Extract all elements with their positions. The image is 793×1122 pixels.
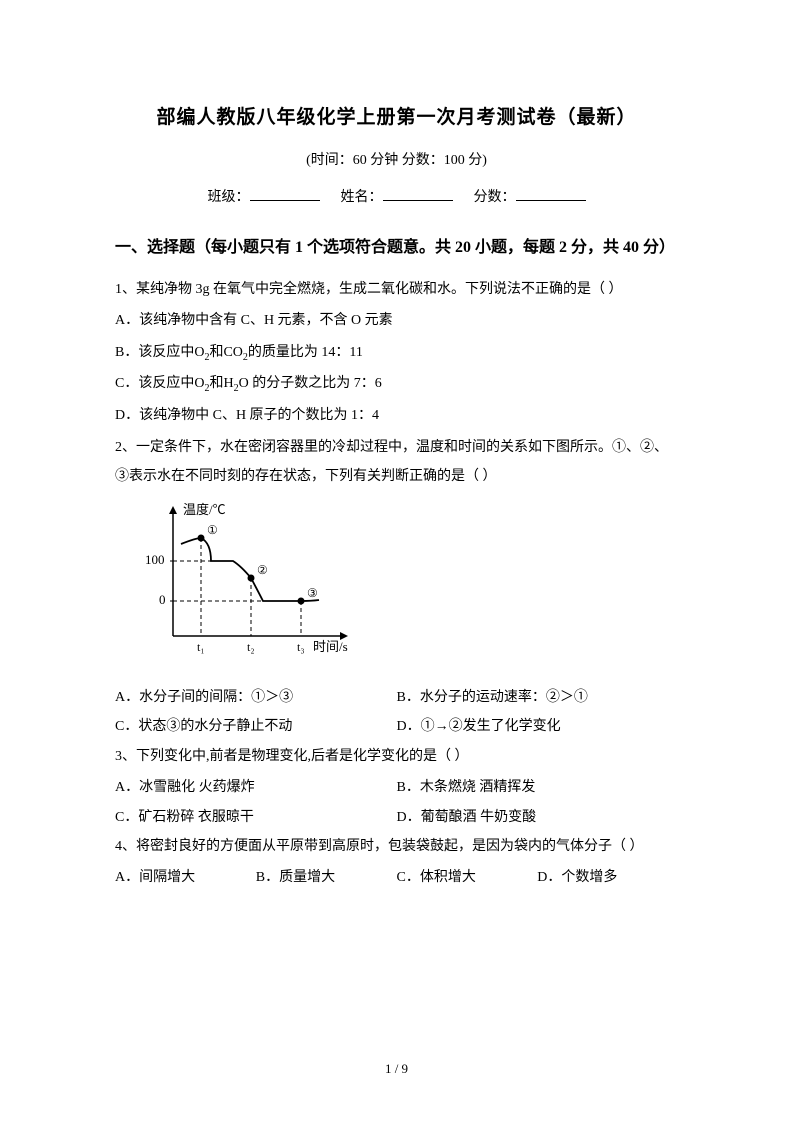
temperature-chart: 温度/℃ 100 0 ① ② ③ t₁ t₂ t₃ 时间/s [135, 501, 355, 666]
svg-text:①: ① [207, 523, 218, 537]
q3-options-row2: C．矿石粉碎 衣服晾干 D．葡萄酿酒 牛奶变酸 [115, 803, 678, 832]
exam-meta: (时间：60 分钟 分数：100 分) [115, 148, 678, 175]
q1c-and: 和 [209, 376, 223, 391]
q1b-co: CO [223, 345, 242, 360]
q1-option-d: D．该纯净物中 C、H 原子的个数比为 1：4 [115, 401, 678, 430]
q3-stem: 3、下列变化中,前者是物理变化,后者是化学变化的是（ ） [115, 742, 678, 771]
name-label: 姓名： [341, 190, 383, 205]
page-number: 1 / 9 [0, 1057, 793, 1082]
page-title: 部编人教版八年级化学上册第一次月考测试卷（最新） [115, 100, 678, 136]
q2-stem: 2、一定条件下，水在密闭容器里的冷却过程中，温度和时间的关系如下图所示。①、②、… [115, 433, 678, 492]
q1c-o2: O 的分子数之比为 7：6 [239, 376, 382, 391]
svg-text:温度/℃: 温度/℃ [183, 502, 226, 517]
q1c-o: O [194, 376, 204, 391]
svg-text:②: ② [257, 563, 268, 577]
q1b-prefix: B．该反应中 [115, 345, 194, 360]
svg-text:t₂: t₂ [247, 640, 255, 654]
section-title: 一、选择题（每小题只有 1 个选项符合题意。共 20 小题，每题 2 分，共 4… [115, 227, 678, 269]
q1b-suffix: 的质量比为 14：11 [248, 345, 363, 360]
q1b-o: O [194, 345, 204, 360]
q2-option-a: A．水分子间的间隔：①＞③ [115, 683, 397, 712]
score-label: 分数： [474, 190, 516, 205]
q4-option-d: D．个数增多 [537, 863, 678, 892]
q4-option-b: B．质量增大 [256, 863, 397, 892]
name-blank [383, 187, 453, 201]
q1-option-b: B．该反应中O2和CO2的质量比为 14：11 [115, 338, 678, 368]
svg-text:100: 100 [145, 552, 165, 567]
q3-option-d: D．葡萄酿酒 牛奶变酸 [397, 803, 679, 832]
q2-option-c: C．状态③的水分子静止不动 [115, 712, 397, 741]
q1-stem: 1、某纯净物 3g 在氧气中完全燃烧，生成二氧化碳和水。下列说法不正确的是（ ） [115, 275, 678, 304]
q1-option-a: A．该纯净物中含有 C、H 元素，不含 O 元素 [115, 306, 678, 335]
svg-text:t₁: t₁ [197, 640, 205, 654]
q1b-and: 和 [209, 345, 223, 360]
q3-option-c: C．矿石粉碎 衣服晾干 [115, 803, 397, 832]
q1c-h: H [223, 376, 233, 391]
svg-text:时间/s: 时间/s [313, 639, 348, 654]
q4-option-a: A．间隔增大 [115, 863, 256, 892]
q2-option-b: B．水分子的运动速率：②＞① [397, 683, 679, 712]
score-blank [516, 187, 586, 201]
q3-option-b: B．木条燃烧 酒精挥发 [397, 773, 679, 802]
svg-text:③: ③ [307, 586, 318, 600]
student-fields: 班级： 姓名： 分数： [115, 185, 678, 212]
q1c-prefix: C．该反应中 [115, 376, 194, 391]
q2-option-d: D．①→②发生了化学变化 [397, 712, 679, 741]
svg-text:t₃: t₃ [297, 640, 305, 654]
class-blank [250, 187, 320, 201]
svg-text:0: 0 [159, 592, 166, 607]
q1-option-c: C．该反应中O2和H2O 的分子数之比为 7：6 [115, 369, 678, 399]
q3-option-a: A．冰雪融化 火药爆炸 [115, 773, 397, 802]
q2-options-row1: A．水分子间的间隔：①＞③ B．水分子的运动速率：②＞① [115, 683, 678, 712]
q4-stem: 4、将密封良好的方便面从平原带到高原时，包装袋鼓起，是因为袋内的气体分子（ ） [115, 832, 678, 861]
q4-options: A．间隔增大 B．质量增大 C．体积增大 D．个数增多 [115, 863, 678, 892]
q4-option-c: C．体积增大 [397, 863, 538, 892]
q3-options-row1: A．冰雪融化 火药爆炸 B．木条燃烧 酒精挥发 [115, 773, 678, 802]
class-label: 班级： [208, 190, 250, 205]
q2-chart: 温度/℃ 100 0 ① ② ③ t₁ t₂ t₃ 时间/s [135, 501, 678, 677]
q2-options-row2: C．状态③的水分子静止不动 D．①→②发生了化学变化 [115, 712, 678, 741]
